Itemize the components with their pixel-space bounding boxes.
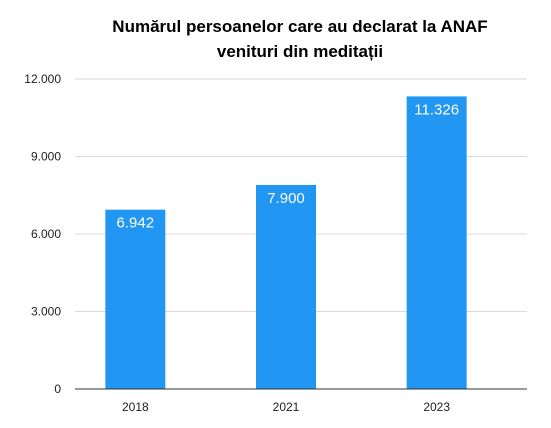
x-tick-label-2021: 2021 — [273, 400, 300, 414]
bars — [105, 96, 467, 389]
y-tick-label: 12.000 — [24, 72, 61, 86]
bar-2021 — [256, 184, 316, 389]
y-axis-tick-labels: 0 3.000 6.000 9.000 12.000 — [24, 72, 61, 396]
data-label-2023: 11.326 — [414, 101, 459, 118]
chart-title-line-2: venituri din meditații — [217, 42, 383, 61]
chart-title-line-1: Numărul persoanelor care au declarat la … — [112, 17, 487, 36]
y-tick-label: 3.000 — [31, 305, 61, 319]
data-label-2018: 6.942 — [117, 215, 155, 232]
x-tick-label-2018: 2018 — [122, 400, 149, 414]
x-axis-tick-labels: 2018 2021 2023 — [122, 400, 450, 414]
bar-2023 — [406, 96, 467, 389]
y-tick-label: 6.000 — [31, 227, 61, 241]
data-labels: 6.942 7.900 11.326 — [117, 101, 459, 231]
y-tick-label: 9.000 — [31, 150, 61, 164]
x-tick-label-2023: 2023 — [423, 400, 450, 414]
data-label-2021: 7.900 — [267, 190, 305, 207]
y-tick-label: 0 — [54, 382, 61, 396]
bar-2018 — [105, 209, 166, 389]
